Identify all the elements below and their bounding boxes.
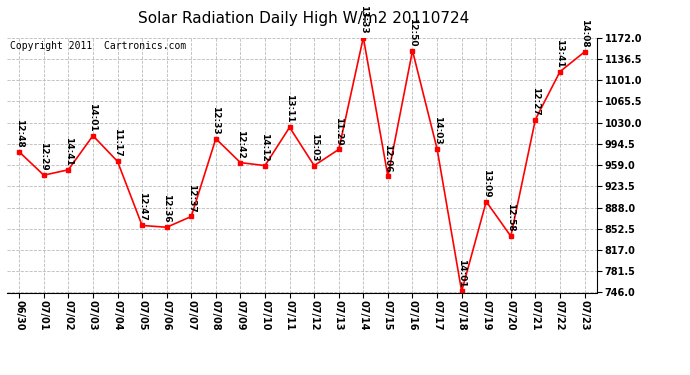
Text: 13:09: 13:09 <box>482 169 491 197</box>
Text: 12:58: 12:58 <box>506 204 515 232</box>
Text: 12:33: 12:33 <box>211 106 220 135</box>
Text: 14:12: 14:12 <box>261 133 270 161</box>
Text: 14:01: 14:01 <box>88 103 97 132</box>
Text: 15:03: 15:03 <box>310 133 319 161</box>
Text: 12:06: 12:06 <box>384 144 393 172</box>
Text: 13:11: 13:11 <box>285 94 294 123</box>
Text: 12:50: 12:50 <box>408 18 417 46</box>
Text: 13:33: 13:33 <box>359 5 368 33</box>
Text: 12:27: 12:27 <box>531 87 540 116</box>
Text: 14:08: 14:08 <box>580 19 589 48</box>
Text: 13:41: 13:41 <box>555 39 564 68</box>
Text: 12:29: 12:29 <box>39 142 48 171</box>
Text: 12:37: 12:37 <box>187 183 196 212</box>
Text: 14:41: 14:41 <box>64 137 73 166</box>
Text: Copyright 2011  Cartronics.com: Copyright 2011 Cartronics.com <box>10 41 186 51</box>
Text: 11:17: 11:17 <box>113 129 122 157</box>
Text: 14:03: 14:03 <box>433 116 442 145</box>
Text: 14:01: 14:01 <box>457 258 466 287</box>
Text: 12:47: 12:47 <box>137 192 146 221</box>
Text: 11:29: 11:29 <box>334 117 343 145</box>
Text: 12:36: 12:36 <box>162 195 171 223</box>
Text: 12:42: 12:42 <box>236 130 245 159</box>
Text: Solar Radiation Daily High W/m2 20110724: Solar Radiation Daily High W/m2 20110724 <box>138 11 469 26</box>
Text: 12:48: 12:48 <box>14 119 23 148</box>
